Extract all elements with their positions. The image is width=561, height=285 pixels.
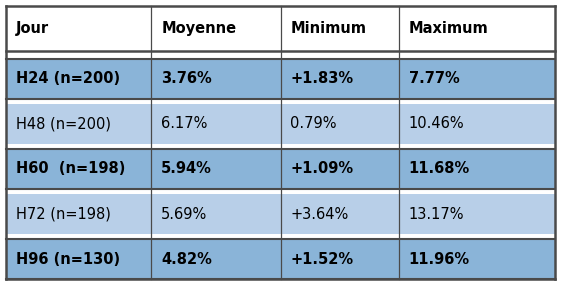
Text: 3.76%: 3.76%: [161, 71, 212, 86]
Text: 11.68%: 11.68%: [408, 162, 470, 176]
Text: H72 (n=198): H72 (n=198): [16, 207, 111, 222]
Text: 5.94%: 5.94%: [161, 162, 212, 176]
Text: Moyenne: Moyenne: [161, 21, 236, 36]
Text: H48 (n=200): H48 (n=200): [16, 116, 111, 131]
Text: +1.83%: +1.83%: [291, 71, 353, 86]
Text: Jour: Jour: [16, 21, 49, 36]
Text: H24 (n=200): H24 (n=200): [16, 71, 119, 86]
Text: +1.52%: +1.52%: [291, 252, 353, 267]
Text: +3.64%: +3.64%: [291, 207, 348, 222]
Text: 10.46%: 10.46%: [408, 116, 464, 131]
Text: H60  (n=198): H60 (n=198): [16, 162, 125, 176]
Text: H96 (n=130): H96 (n=130): [16, 252, 119, 267]
Text: Maximum: Maximum: [408, 21, 488, 36]
Text: +1.09%: +1.09%: [291, 162, 353, 176]
Text: 4.82%: 4.82%: [161, 252, 212, 267]
Text: 5.69%: 5.69%: [161, 207, 208, 222]
Text: 6.17%: 6.17%: [161, 116, 208, 131]
Text: 13.17%: 13.17%: [408, 207, 464, 222]
Text: 11.96%: 11.96%: [408, 252, 470, 267]
Text: 0.79%: 0.79%: [291, 116, 337, 131]
Text: 7.77%: 7.77%: [408, 71, 459, 86]
Text: Minimum: Minimum: [291, 21, 366, 36]
